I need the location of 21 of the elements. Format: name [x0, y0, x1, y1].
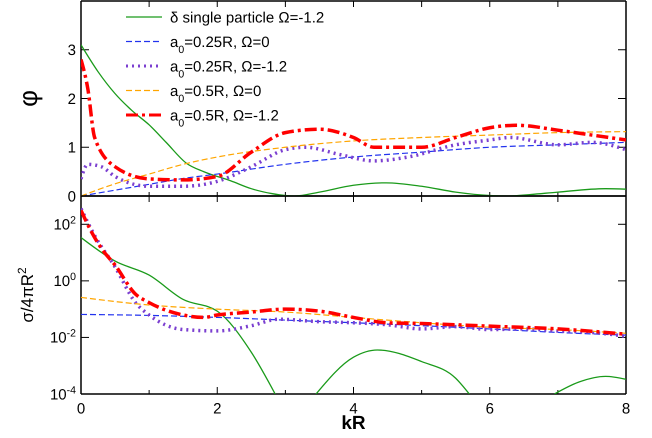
legend-label: a$_{0}$=0.25R, Ω=-1.2 [170, 58, 288, 80]
y-tick-label: 3 [68, 42, 76, 59]
x-tick-label: 2 [213, 400, 222, 418]
line-series [81, 314, 626, 336]
y-tick-label: 1 [68, 140, 76, 156]
line-series [81, 58, 626, 182]
x-tick-label: 8 [622, 400, 630, 418]
y-tick-label: 2 [68, 90, 76, 108]
y-tick-label: 10$^{-4}$ [50, 384, 76, 404]
y-tick-label: 10$^{2}$ [53, 214, 76, 234]
x-tick-label: 6 [486, 400, 494, 418]
x-axis-title: kR [341, 413, 366, 434]
y-tick-label: 10$^{-2}$ [50, 328, 76, 347]
y-tick-label: 0 [68, 188, 76, 206]
legend-label: a$_{0}$=0.5R, Ω=-1.2 [170, 107, 279, 130]
legend-label: a$_{0}$=0.25R, Ω=0 [170, 34, 270, 56]
line-series [81, 136, 626, 188]
legend-label: δ single particle Ω=-1.2 [170, 9, 324, 26]
y-axis-title: φ [13, 90, 44, 107]
legend-label: a$_{0}$=0.5R, Ω=0 [170, 82, 262, 105]
y-tick-label: 10$^{0}$ [53, 271, 76, 290]
